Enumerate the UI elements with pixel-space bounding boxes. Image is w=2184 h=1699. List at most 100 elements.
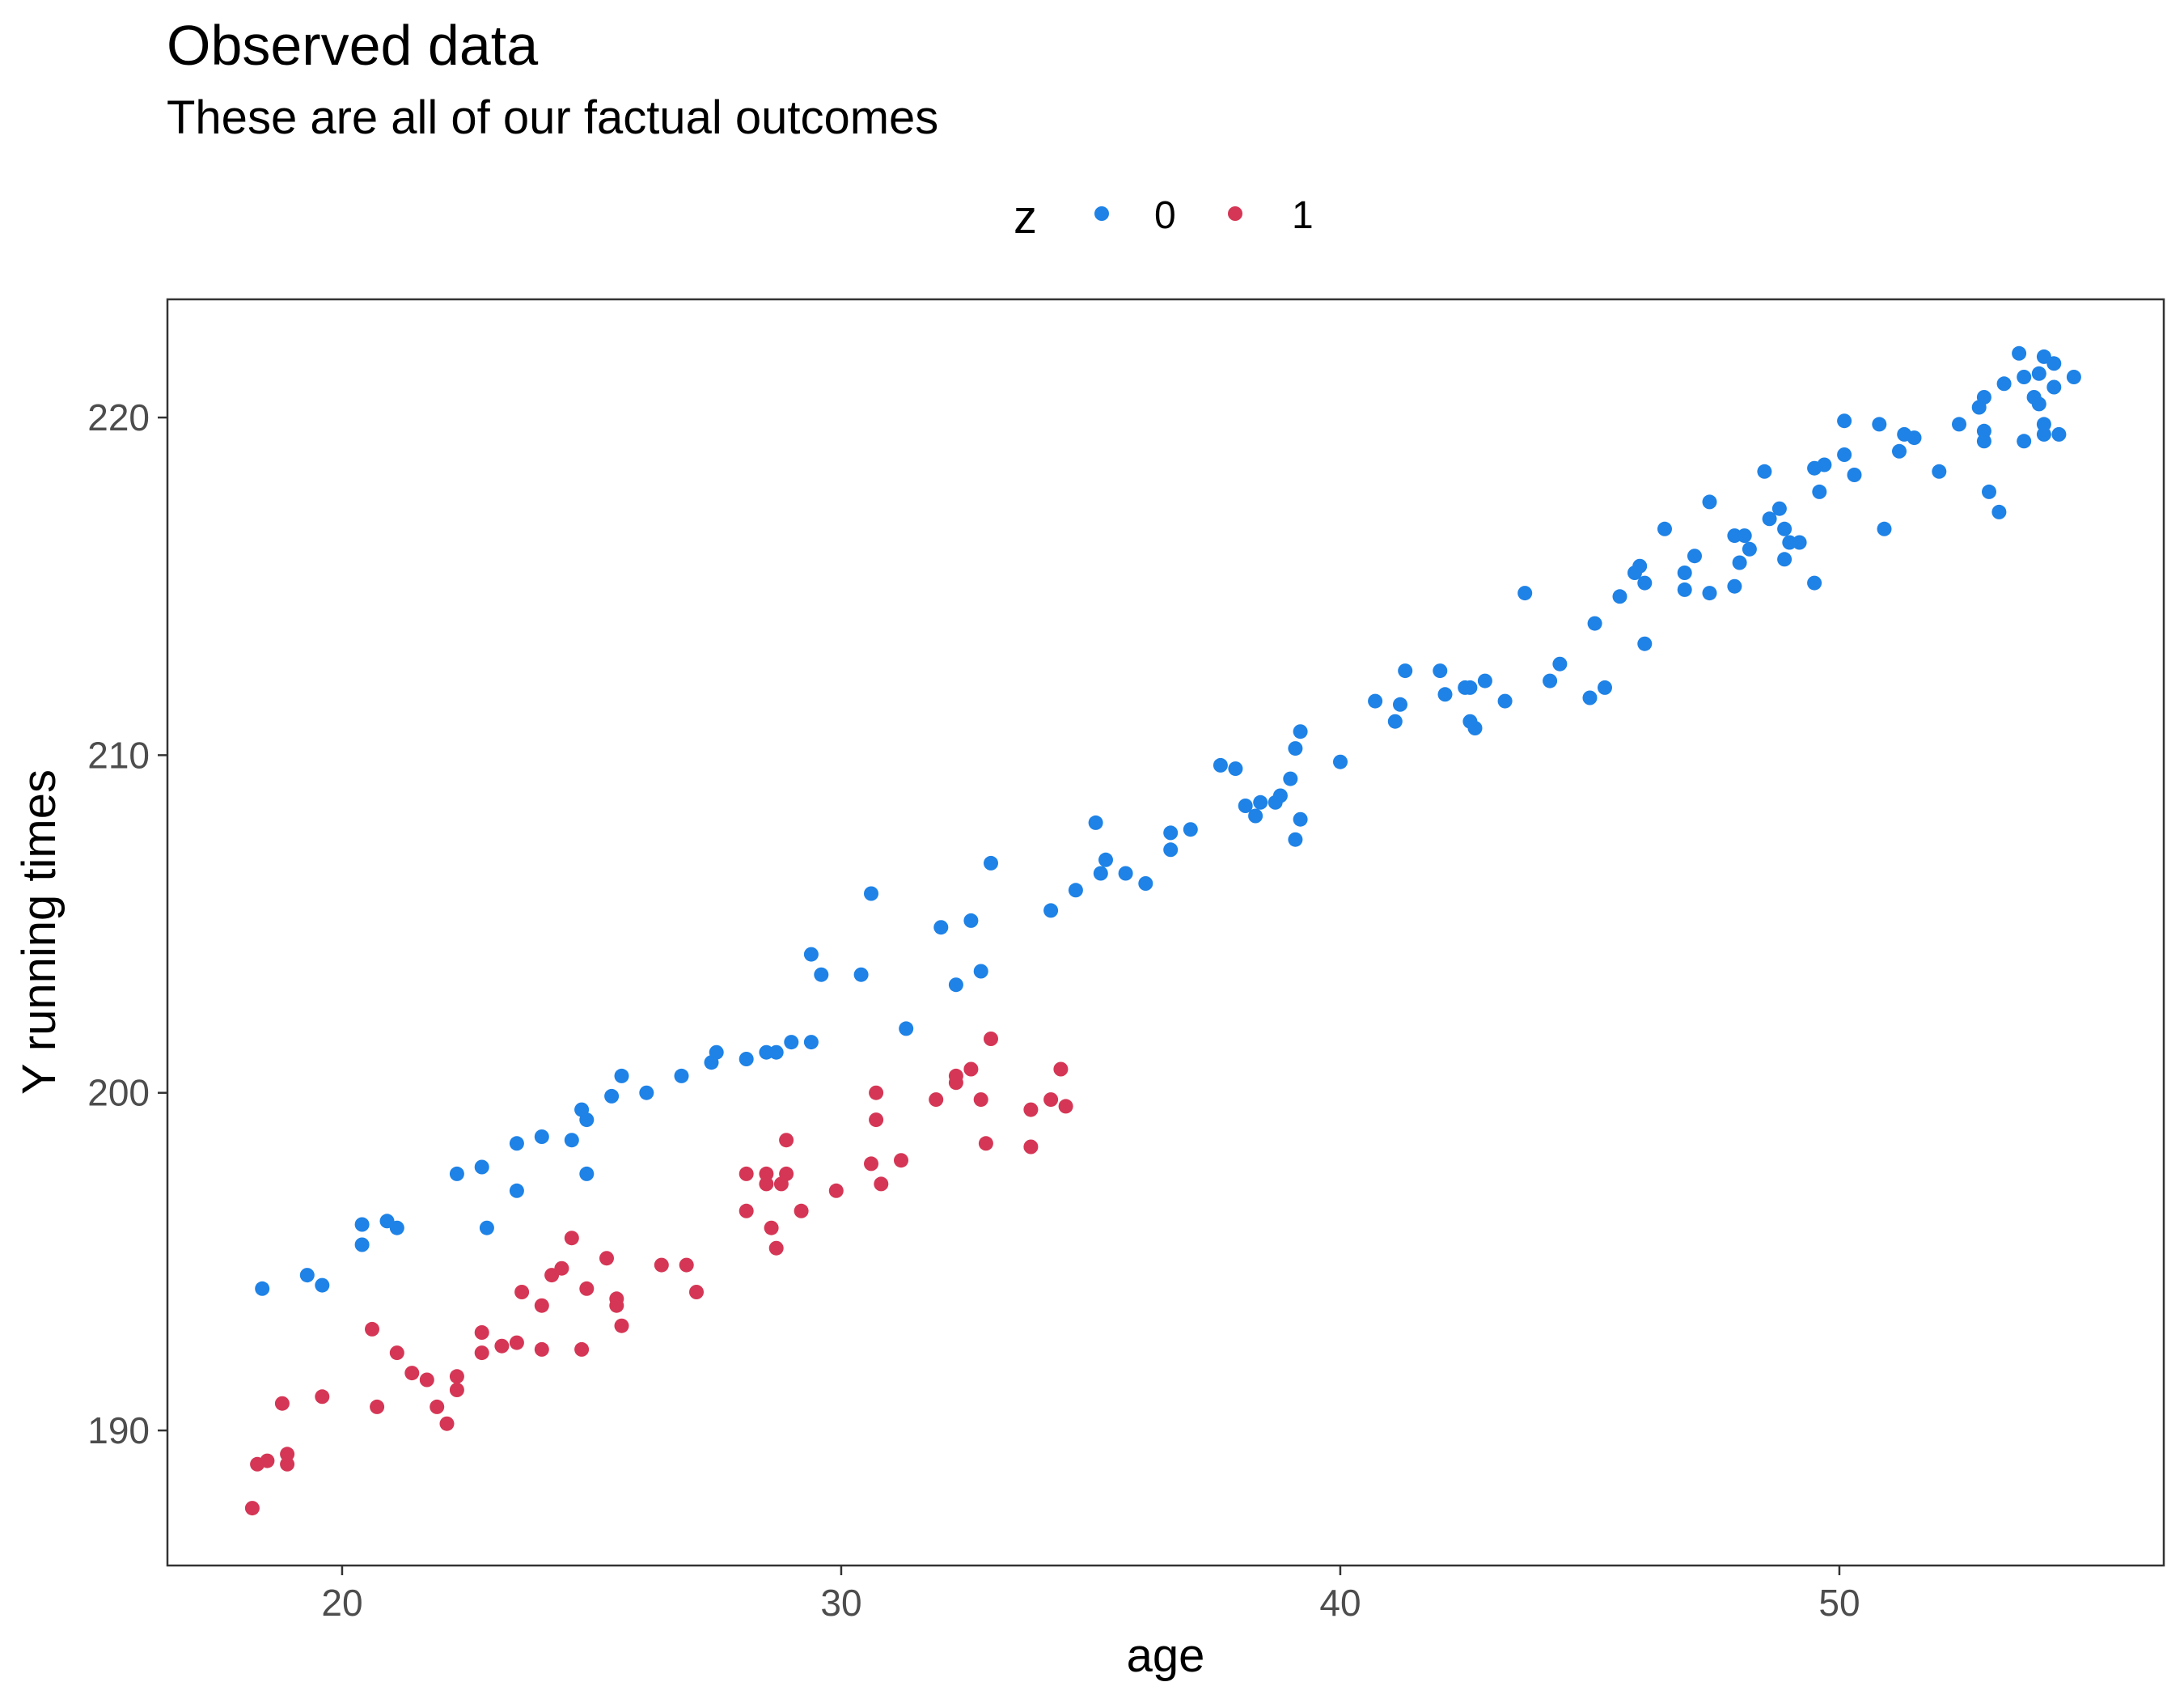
data-point-z0 xyxy=(1976,434,1991,449)
data-point-z0 xyxy=(1687,549,1702,564)
data-point-z1 xyxy=(280,1447,295,1462)
data-point-z0 xyxy=(639,1085,654,1100)
data-point-z0 xyxy=(1737,528,1752,544)
data-point-z0 xyxy=(2046,379,2062,395)
data-point-z0 xyxy=(739,1052,754,1066)
data-point-z1 xyxy=(679,1257,694,1273)
data-point-z0 xyxy=(1727,578,1742,594)
data-point-z1 xyxy=(828,1183,844,1198)
data-point-z1 xyxy=(759,1166,774,1181)
data-point-z1 xyxy=(579,1281,595,1296)
data-point-z1 xyxy=(280,1456,295,1472)
data-point-z0 xyxy=(1598,680,1612,695)
data-point-z1 xyxy=(244,1501,260,1516)
data-point-z1 xyxy=(554,1260,569,1276)
data-point-z0 xyxy=(1632,558,1648,574)
data-point-z0 xyxy=(449,1166,464,1181)
data-point-z0 xyxy=(1387,714,1403,729)
data-point-z0 xyxy=(2046,356,2062,371)
data-point-z0 xyxy=(1088,815,1103,830)
data-point-z0 xyxy=(1807,575,1822,591)
data-point-z0 xyxy=(1727,528,1742,544)
data-point-z0 xyxy=(1183,822,1198,837)
data-point-z0 xyxy=(534,1129,549,1144)
data-point-z1 xyxy=(1053,1061,1069,1077)
plot-panel-border xyxy=(166,298,2165,1567)
data-point-z1 xyxy=(609,1298,624,1313)
y-tick-label: 210 xyxy=(87,734,150,776)
x-tick-label: 50 xyxy=(1818,1582,1860,1624)
data-point-z0 xyxy=(509,1183,524,1198)
axis-ticks: 20 30 40 50 190 200 210 220 xyxy=(87,396,1860,1624)
data-point-z0 xyxy=(1467,721,1483,735)
data-point-z0 xyxy=(1433,663,1448,679)
data-point-z0 xyxy=(1272,788,1288,803)
data-point-z0 xyxy=(1293,724,1308,739)
data-point-z0 xyxy=(1093,866,1108,881)
y-axis-title: Y running times xyxy=(13,769,66,1095)
x-tick-label: 20 xyxy=(321,1582,362,1624)
data-point-z0 xyxy=(899,1021,914,1036)
data-point-z0 xyxy=(579,1112,595,1128)
data-point-z1 xyxy=(739,1203,754,1218)
data-point-z1 xyxy=(534,1341,549,1357)
data-point-z0 xyxy=(509,1136,524,1151)
data-point-z1 xyxy=(973,1092,988,1108)
data-point-z0 xyxy=(1872,417,1887,432)
x-axis-title: age xyxy=(1127,1629,1205,1682)
data-point-z0 xyxy=(2066,370,2081,384)
y-tick-label: 220 xyxy=(87,396,150,439)
data-point-z0 xyxy=(1543,673,1558,688)
data-point-z0 xyxy=(1637,636,1653,651)
data-point-z0 xyxy=(1757,464,1772,479)
data-point-z1 xyxy=(869,1085,884,1100)
x-tick-label: 40 xyxy=(1319,1582,1361,1624)
data-point-z0 xyxy=(1932,464,1947,479)
data-point-z0 xyxy=(1238,799,1253,813)
data-point-z0 xyxy=(1333,754,1348,769)
data-point-z0 xyxy=(1138,876,1153,891)
data-point-z0 xyxy=(1393,697,1407,712)
data-point-z0 xyxy=(1952,417,1966,432)
data-point-z0 xyxy=(1552,656,1568,672)
data-point-z0 xyxy=(2017,434,2032,449)
data-point-z0 xyxy=(1118,866,1133,881)
data-point-z1 xyxy=(1043,1092,1059,1108)
data-point-z0 xyxy=(1068,883,1083,898)
data-point-z1 xyxy=(759,1176,774,1192)
data-point-z0 xyxy=(614,1068,629,1083)
data-point-z1 xyxy=(514,1285,530,1299)
data-point-z1 xyxy=(509,1335,524,1350)
data-point-z1 xyxy=(574,1341,590,1357)
data-point-z0 xyxy=(1742,541,1757,557)
data-point-z0 xyxy=(1777,552,1792,567)
data-point-z1 xyxy=(474,1345,489,1361)
data-point-z0 xyxy=(1293,811,1308,827)
data-point-z0 xyxy=(1612,589,1627,604)
data-point-z1 xyxy=(564,1231,579,1246)
data-point-z0 xyxy=(2036,426,2051,442)
data-point-z0 xyxy=(2012,345,2027,361)
data-point-z0 xyxy=(474,1159,489,1175)
data-point-z0 xyxy=(1777,521,1792,536)
legend-key-1 xyxy=(1228,206,1242,221)
data-point-z0 xyxy=(1582,690,1598,705)
data-point-z0 xyxy=(1228,761,1243,777)
chart-subtitle: These are all of our factual outcomes xyxy=(167,91,938,144)
data-point-z1 xyxy=(963,1061,979,1077)
data-point-z0 xyxy=(1837,413,1852,429)
y-tick-label: 200 xyxy=(87,1072,150,1114)
data-point-z1 xyxy=(599,1251,614,1266)
data-point-z0 xyxy=(963,913,979,928)
data-point-z1 xyxy=(874,1176,889,1192)
data-point-z0 xyxy=(674,1068,689,1083)
data-point-z0 xyxy=(1283,771,1298,786)
data-point-z0 xyxy=(1817,457,1832,472)
data-point-z1 xyxy=(779,1133,794,1148)
data-point-z0 xyxy=(1462,680,1478,695)
data-point-z1 xyxy=(894,1153,908,1168)
legend-label-0: 0 xyxy=(1154,194,1176,237)
data-points xyxy=(244,345,2081,1516)
data-point-z0 xyxy=(1587,616,1602,631)
